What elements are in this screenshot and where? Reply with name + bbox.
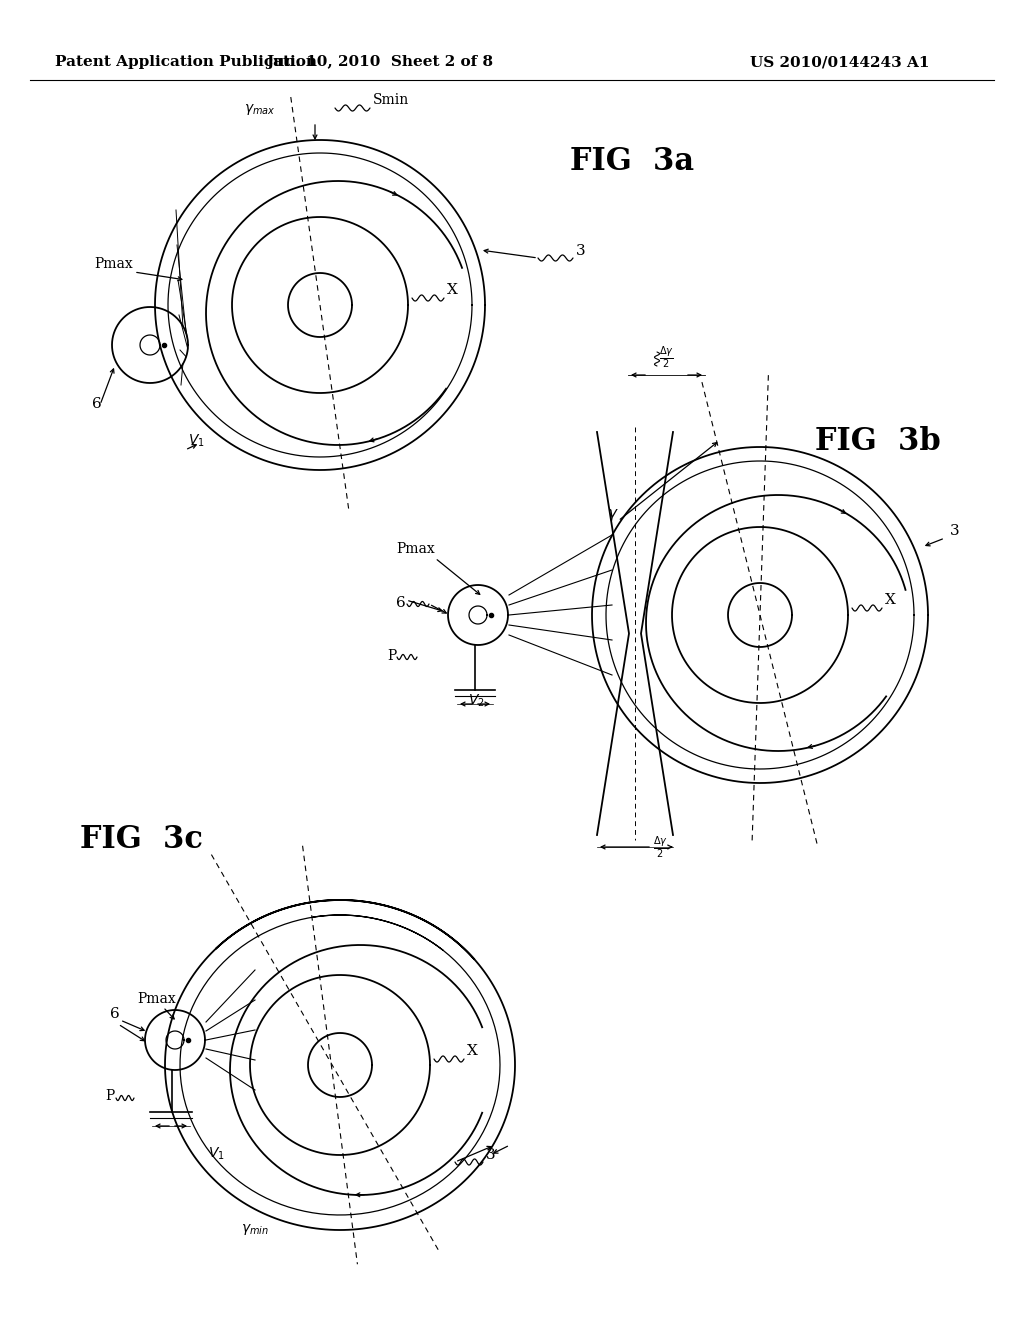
Text: FIG  3c: FIG 3c: [80, 824, 203, 855]
Text: 6: 6: [110, 1007, 120, 1020]
Text: $V_1$: $V_1$: [188, 433, 205, 449]
Text: 3: 3: [950, 524, 959, 539]
Text: Pmax: Pmax: [94, 257, 133, 271]
Text: US 2010/0144243 A1: US 2010/0144243 A1: [750, 55, 930, 69]
Text: X: X: [885, 593, 896, 607]
Text: Patent Application Publication: Patent Application Publication: [55, 55, 317, 69]
Text: Jun. 10, 2010  Sheet 2 of 8: Jun. 10, 2010 Sheet 2 of 8: [266, 55, 494, 69]
Text: 3: 3: [575, 244, 586, 257]
Text: 6: 6: [396, 597, 406, 610]
Text: Pmax: Pmax: [396, 543, 435, 556]
Text: 6: 6: [92, 397, 101, 411]
Text: $V_2$: $V_2$: [468, 693, 484, 709]
Text: X: X: [467, 1044, 478, 1059]
Text: $V_1$: $V_1$: [208, 1146, 224, 1163]
Text: $\gamma$: $\gamma$: [607, 507, 618, 523]
Text: $\frac{\Delta\gamma}{2}$: $\frac{\Delta\gamma}{2}$: [652, 834, 668, 861]
Text: FIG  3a: FIG 3a: [570, 147, 694, 177]
Text: $\gamma_{max}$: $\gamma_{max}$: [245, 102, 275, 117]
Text: P: P: [105, 1089, 115, 1104]
Text: $\frac{\Delta\gamma}{2}$: $\frac{\Delta\gamma}{2}$: [658, 345, 674, 371]
Text: X: X: [447, 282, 458, 297]
Text: P: P: [387, 649, 396, 663]
Text: FIG  3b: FIG 3b: [815, 426, 941, 457]
Text: Pmax: Pmax: [137, 993, 176, 1006]
Text: 3: 3: [486, 1148, 496, 1162]
Text: Smin: Smin: [373, 92, 410, 107]
Text: $\gamma_{min}$: $\gamma_{min}$: [241, 1222, 269, 1237]
